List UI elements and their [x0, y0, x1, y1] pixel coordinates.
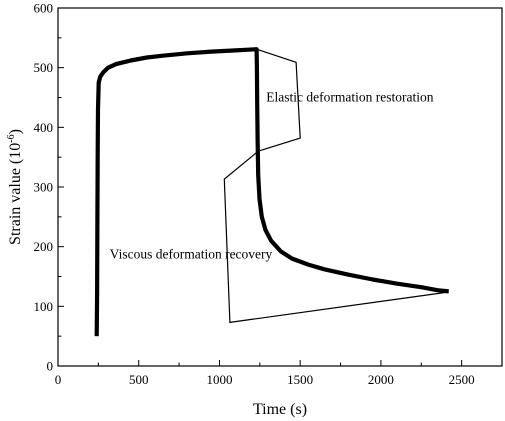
y-tick-label: 0: [47, 359, 54, 374]
y-tick-label: 600: [34, 1, 54, 16]
y-tick-label: 400: [34, 120, 54, 135]
y-axis-title-base: Strain value (10: [7, 143, 24, 245]
annotation-leader-2: [223, 150, 449, 324]
y-tick-label: 500: [34, 60, 54, 75]
annotation-label-2: Viscous deformation recovery: [110, 247, 273, 262]
x-axis-title: Time (s): [253, 401, 307, 418]
y-axis-title: Strain value (10-6): [6, 129, 24, 245]
strain-series-line: [94, 47, 449, 337]
annotation-leader-1: [256, 48, 301, 152]
y-axis-title-superscript: -6: [6, 134, 17, 142]
y-tick-label: 100: [34, 299, 54, 314]
annotation-labels: Elastic deformation restoration Viscous d…: [110, 90, 434, 262]
y-tick-label: 300: [34, 180, 54, 195]
axis-tick-labels: 0 500 1000 1500 2000 2500 0 100 200 300 400 500 600: [34, 1, 475, 388]
plot-frame: [57, 7, 503, 367]
x-tick-label: 1000: [206, 372, 232, 387]
y-axis-title-tail: ): [7, 129, 24, 134]
x-tick-label: 2000: [368, 372, 394, 387]
x-tick-label: 500: [129, 372, 149, 387]
y-tick-label: 200: [34, 239, 54, 254]
annotation-leader-lines: [223, 48, 449, 324]
x-tick-label: 2500: [449, 372, 475, 387]
annotation-label-1: Elastic deformation restoration: [266, 90, 433, 105]
x-tick-label: 1500: [287, 372, 313, 387]
x-tick-label: 0: [55, 372, 62, 387]
